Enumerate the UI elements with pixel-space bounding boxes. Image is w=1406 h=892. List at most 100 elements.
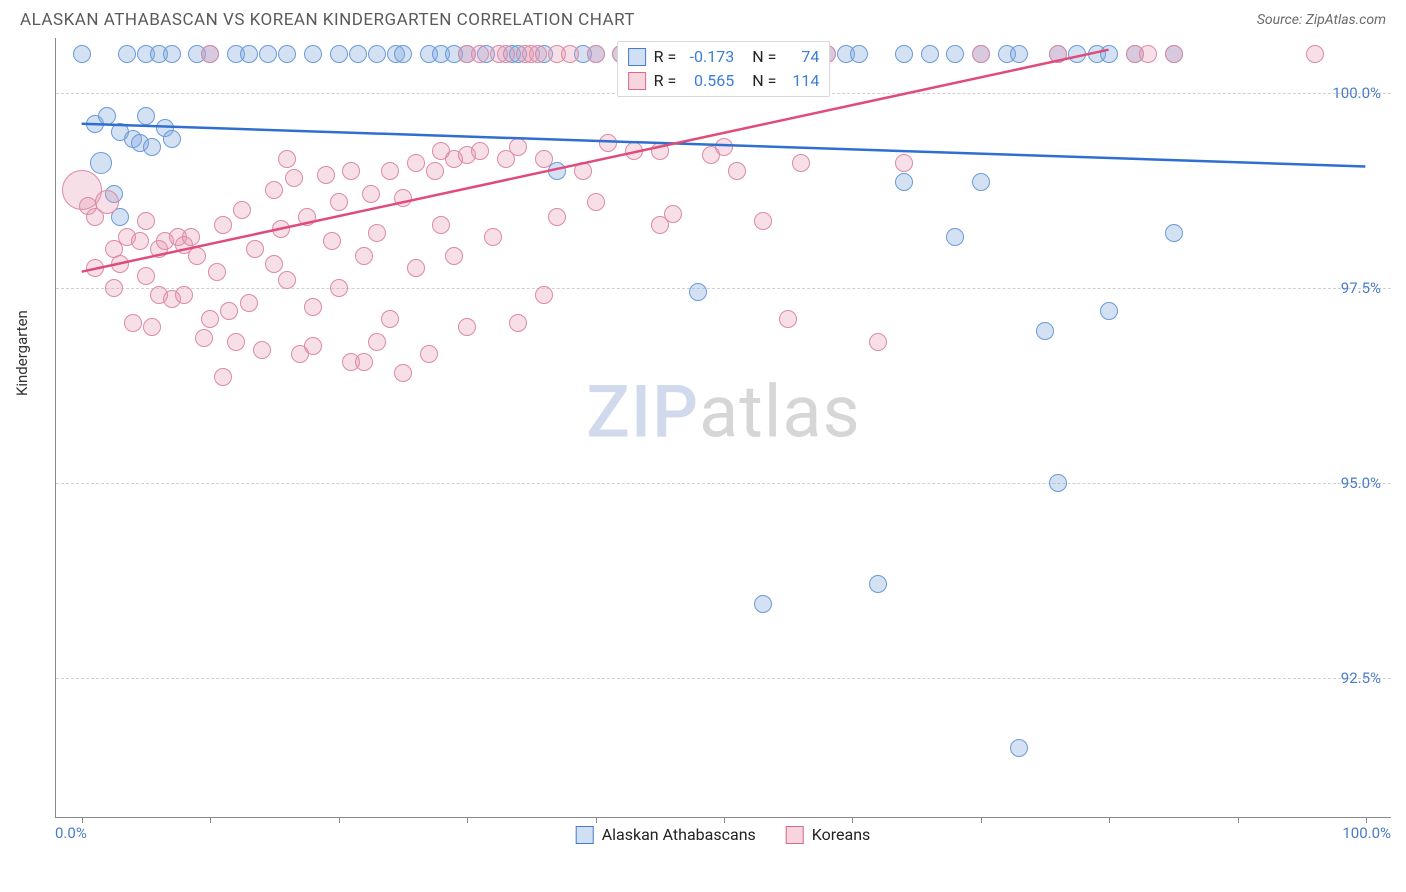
scatter-dot-korean bbox=[587, 45, 605, 63]
scatter-dot-korean bbox=[362, 185, 380, 203]
grid-line bbox=[56, 678, 1391, 679]
y-tick-label: 95.0% bbox=[1341, 474, 1381, 492]
stats-legend-row: R =0.565N =114 bbox=[628, 69, 820, 93]
series-legend: Alaskan Athabascans Koreans bbox=[576, 825, 871, 844]
grid-line bbox=[56, 288, 1391, 289]
y-tick-label: 92.5% bbox=[1341, 669, 1381, 687]
scatter-dot-korean bbox=[728, 162, 746, 180]
scatter-dot-korean bbox=[317, 166, 335, 184]
scatter-dot-athabascan bbox=[895, 45, 913, 63]
scatter-dot-korean bbox=[355, 247, 373, 265]
scatter-dot-korean bbox=[484, 228, 502, 246]
scatter-dot-korean bbox=[124, 314, 142, 332]
scatter-dot-athabascan bbox=[349, 45, 367, 63]
scatter-dot-korean bbox=[330, 279, 348, 297]
scatter-dot-athabascan bbox=[278, 45, 296, 63]
scatter-dot-athabascan bbox=[850, 45, 868, 63]
grid-line bbox=[56, 483, 1391, 484]
legend-swatch bbox=[628, 72, 646, 90]
legend-r-label: R = bbox=[654, 69, 677, 93]
series-legend-label: Koreans bbox=[812, 825, 871, 844]
legend-n-value: 114 bbox=[784, 69, 819, 93]
scatter-dot-korean bbox=[137, 267, 155, 285]
scatter-dot-korean bbox=[285, 169, 303, 187]
scatter-dot-athabascan bbox=[90, 152, 112, 174]
scatter-dot-athabascan bbox=[1010, 45, 1028, 63]
x-axis-max-label: 100.0% bbox=[1342, 824, 1391, 842]
scatter-dot-korean bbox=[754, 212, 772, 230]
scatter-dot-athabascan bbox=[1165, 224, 1183, 242]
y-axis-title: Kindergarten bbox=[13, 310, 31, 396]
scatter-dot-athabascan bbox=[394, 45, 412, 63]
legend-swatch bbox=[628, 48, 646, 66]
scatter-dot-korean bbox=[201, 310, 219, 328]
scatter-dot-korean bbox=[779, 310, 797, 328]
x-tick bbox=[596, 817, 597, 823]
scatter-dot-athabascan bbox=[754, 595, 772, 613]
scatter-dot-korean bbox=[972, 45, 990, 63]
scatter-dot-korean bbox=[368, 333, 386, 351]
scatter-dot-korean bbox=[664, 205, 682, 223]
scatter-dot-korean bbox=[220, 302, 238, 320]
scatter-dot-korean bbox=[111, 255, 129, 273]
chart-plot-area: 92.5%95.0%97.5%100.0% R =-0.173N =74R =0… bbox=[55, 38, 1391, 818]
scatter-dot-athabascan bbox=[304, 45, 322, 63]
scatter-dot-korean bbox=[561, 45, 579, 63]
scatter-dot-athabascan bbox=[137, 107, 155, 125]
scatter-dot-korean bbox=[175, 286, 193, 304]
scatter-dot-korean bbox=[272, 220, 290, 238]
scatter-dot-korean bbox=[131, 232, 149, 250]
legend-swatch bbox=[576, 826, 594, 844]
scatter-dot-korean bbox=[509, 138, 527, 156]
scatter-dot-korean bbox=[342, 162, 360, 180]
scatter-dot-korean bbox=[426, 162, 444, 180]
stats-legend-row: R =-0.173N =74 bbox=[628, 45, 820, 69]
x-axis-labels: 0.0% 100.0% Alaskan AthabascansKoreans bbox=[55, 824, 1391, 844]
scatter-dot-korean bbox=[420, 345, 438, 363]
scatter-dot-korean bbox=[195, 329, 213, 347]
series-legend-item: Alaskan Athabascans bbox=[576, 825, 756, 844]
scatter-dot-korean bbox=[214, 216, 232, 234]
x-tick bbox=[981, 817, 982, 823]
scatter-dot-korean bbox=[381, 310, 399, 328]
scatter-dot-korean bbox=[214, 368, 232, 386]
scatter-dot-korean bbox=[625, 142, 643, 160]
scatter-dot-korean bbox=[330, 193, 348, 211]
scatter-dot-korean bbox=[1306, 45, 1324, 63]
scatter-dot-korean bbox=[587, 193, 605, 211]
series-legend-item: Koreans bbox=[786, 825, 871, 844]
scatter-dot-athabascan bbox=[1036, 322, 1054, 340]
scatter-dot-athabascan bbox=[869, 575, 887, 593]
scatter-dot-korean bbox=[137, 212, 155, 230]
scatter-dot-korean bbox=[895, 154, 913, 172]
scatter-dot-korean bbox=[471, 142, 489, 160]
scatter-dot-korean bbox=[535, 286, 553, 304]
scatter-dot-korean bbox=[182, 228, 200, 246]
scatter-dot-korean bbox=[208, 263, 226, 281]
scatter-dot-korean bbox=[298, 208, 316, 226]
scatter-dot-korean bbox=[278, 271, 296, 289]
scatter-dot-korean bbox=[1139, 45, 1157, 63]
scatter-dot-athabascan bbox=[163, 130, 181, 148]
chart-header: ALASKAN ATHABASCAN VS KOREAN KINDERGARTE… bbox=[0, 0, 1406, 38]
legend-r-value: 0.565 bbox=[684, 69, 734, 93]
legend-swatch bbox=[786, 826, 804, 844]
scatter-dot-korean bbox=[407, 154, 425, 172]
scatter-dot-korean bbox=[792, 154, 810, 172]
scatter-dot-korean bbox=[265, 181, 283, 199]
scatter-dot-korean bbox=[246, 240, 264, 258]
scatter-dot-korean bbox=[651, 142, 669, 160]
y-tick-label: 100.0% bbox=[1332, 84, 1381, 102]
scatter-dot-korean bbox=[323, 232, 341, 250]
scatter-dot-korean bbox=[407, 259, 425, 277]
scatter-dot-korean bbox=[253, 341, 271, 359]
scatter-dot-athabascan bbox=[689, 283, 707, 301]
stats-legend-box: R =-0.173N =74R =0.565N =114 bbox=[617, 41, 831, 97]
scatter-dot-korean bbox=[715, 138, 733, 156]
x-tick bbox=[1238, 817, 1239, 823]
scatter-dot-korean bbox=[432, 216, 450, 234]
scatter-dot-korean bbox=[201, 45, 219, 63]
scatter-dot-athabascan bbox=[921, 45, 939, 63]
scatter-dot-athabascan bbox=[98, 107, 116, 125]
scatter-dot-korean bbox=[394, 189, 412, 207]
